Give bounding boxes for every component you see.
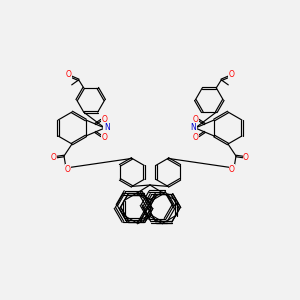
Text: O: O	[101, 133, 107, 142]
Text: O: O	[229, 164, 235, 173]
Text: O: O	[101, 115, 107, 124]
Text: O: O	[65, 164, 71, 173]
Text: O: O	[228, 70, 234, 80]
Text: N: N	[190, 124, 196, 133]
Text: O: O	[51, 152, 57, 161]
Text: N: N	[104, 124, 110, 133]
Text: O: O	[193, 133, 199, 142]
Text: O: O	[66, 70, 72, 80]
Text: O: O	[193, 115, 199, 124]
Text: O: O	[243, 152, 249, 161]
